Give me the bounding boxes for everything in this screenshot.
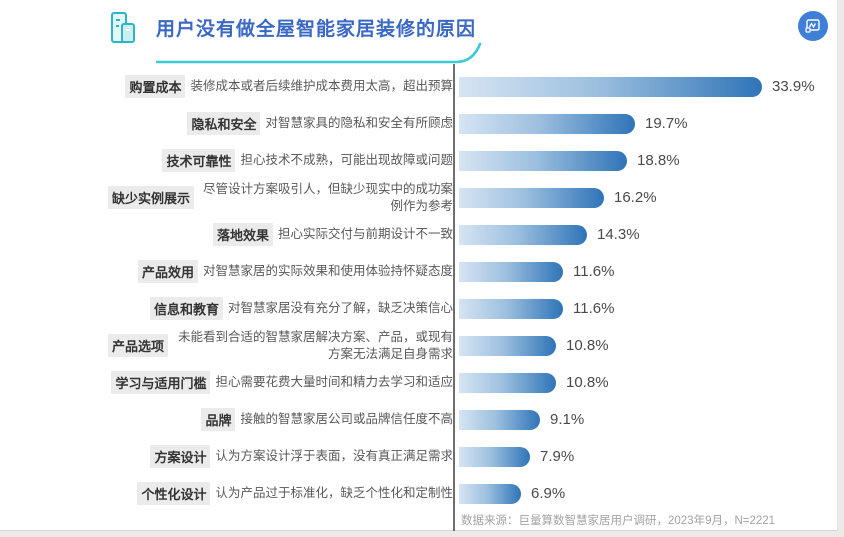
- category-label-cell: 方案设计 认为方案设计浮于表面，没有真正满足需求: [108, 445, 453, 468]
- bar-cell: 10.8%: [453, 335, 829, 356]
- value-label: 9.1%: [550, 411, 585, 428]
- bar-cell: 7.9%: [453, 446, 829, 467]
- value-label: 16.2%: [614, 189, 657, 206]
- bar-cell: 14.3%: [453, 224, 829, 245]
- bar[interactable]: [459, 372, 556, 393]
- category-name: 个性化设计: [137, 482, 211, 505]
- data-source-note: 数据来源：巨量算数智慧家居用户调研，2023年9月，N=2221: [461, 515, 776, 527]
- category-name: 技术可靠性: [162, 149, 236, 172]
- bar-cell: 9.1%: [453, 409, 829, 430]
- bar[interactable]: [459, 76, 762, 97]
- value-label: 11.6%: [573, 300, 615, 317]
- bar-row: 购置成本 装修成本或者后续维护成本费用太高，超出预算 33.9%: [108, 68, 829, 105]
- category-label-cell: 信息和教育 对智慧家居没有充分了解，缺乏决策信心: [108, 297, 453, 320]
- bar-row: 隐私和安全 对智慧家具的隐私和安全有所顾虑 19.7%: [108, 105, 829, 142]
- bar-row: 缺少实例展示 尽管设计方案吸引人，但缺少现实中的成功案例作为参考 16.2%: [108, 179, 829, 216]
- bar[interactable]: [459, 335, 556, 356]
- category-name: 购置成本: [125, 75, 186, 98]
- bar-row: 落地效果 担心实际交付与前期设计不一致 14.3%: [108, 216, 829, 253]
- bar-row: 信息和教育 对智慧家居没有充分了解，缺乏决策信心 11.6%: [108, 290, 829, 327]
- value-label: 14.3%: [597, 226, 640, 243]
- bar[interactable]: [459, 187, 604, 208]
- category-label-cell: 技术可靠性 担心技术不成熟，可能出现故障或问题: [108, 149, 453, 172]
- category-description: 未能看到合适的智慧家居解决方案、产品，或现有方案无法满足自身需求: [177, 330, 453, 361]
- category-name: 产品效用: [137, 260, 198, 283]
- page-title: 用户没有做全屋智能家居装修的原因: [156, 19, 477, 40]
- bar[interactable]: [459, 483, 521, 504]
- bar[interactable]: [459, 150, 627, 171]
- category-name: 产品选项: [108, 334, 169, 357]
- title-underline-swoosh: [156, 42, 482, 64]
- value-label: 7.9%: [540, 448, 575, 465]
- category-name: 缺少实例展示: [108, 186, 195, 209]
- bar-row: 产品选项 未能看到合适的智慧家居解决方案、产品，或现有方案无法满足自身需求 10…: [108, 327, 829, 364]
- bar-cell: 10.8%: [453, 372, 829, 393]
- category-description: 对智慧家居没有充分了解，缺乏决策信心: [227, 301, 453, 316]
- bar[interactable]: [459, 298, 563, 319]
- category-label-cell: 落地效果 担心实际交付与前期设计不一致: [108, 223, 453, 246]
- category-label-cell: 隐私和安全 对智慧家具的隐私和安全有所顾虑: [108, 112, 453, 135]
- category-label-cell: 学习与适用门槛 担心需要花费大量时间和精力去学习和适应: [108, 371, 453, 394]
- bar[interactable]: [459, 409, 540, 430]
- chart-axis-line: [453, 64, 455, 531]
- bar[interactable]: [459, 113, 635, 134]
- value-label: 10.8%: [566, 337, 609, 354]
- category-description: 担心需要花费大量时间和精力去学习和适应: [215, 375, 453, 390]
- bar-row: 产品效用 对智慧家居的实际效果和使用体验持怀疑态度 11.6%: [108, 253, 829, 290]
- value-label: 10.8%: [566, 374, 609, 391]
- category-name: 学习与适用门槛: [111, 371, 211, 394]
- category-name: 隐私和安全: [187, 112, 261, 135]
- bar[interactable]: [459, 446, 530, 467]
- bar-row: 品牌 接触的智慧家居公司或品牌信任度不高 9.1%: [108, 401, 829, 438]
- category-description: 尽管设计方案吸引人，但缺少现实中的成功案例作为参考: [202, 182, 453, 213]
- value-label: 33.9%: [772, 78, 815, 95]
- value-label: 19.7%: [645, 115, 688, 132]
- category-name: 信息和教育: [149, 297, 223, 320]
- category-label-cell: 缺少实例展示 尽管设计方案吸引人，但缺少现实中的成功案例作为参考: [108, 181, 453, 214]
- bar[interactable]: [459, 224, 587, 245]
- bar-cell: 18.8%: [453, 150, 829, 171]
- category-description: 对智慧家居的实际效果和使用体验持怀疑态度: [202, 264, 453, 279]
- value-label: 18.8%: [637, 152, 680, 169]
- category-label-cell: 产品效用 对智慧家居的实际效果和使用体验持怀疑态度: [108, 260, 453, 283]
- bar-cell: 11.6%: [453, 298, 829, 319]
- category-label-cell: 购置成本 装修成本或者后续维护成本费用太高，超出预算: [108, 75, 453, 98]
- bar-cell: 11.6%: [453, 261, 829, 282]
- category-name: 品牌: [201, 408, 236, 431]
- bar-chart: 购置成本 装修成本或者后续维护成本费用太高，超出预算 33.9% 隐私和安全 对…: [108, 68, 829, 512]
- value-label: 6.9%: [531, 485, 566, 502]
- bar-cell: 33.9%: [453, 76, 829, 97]
- bar-row: 个性化设计 认为产品过于标准化，缺乏个性化和定制性 6.9%: [108, 475, 829, 512]
- chart-header: 用户没有做全屋智能家居装修的原因: [108, 10, 486, 66]
- bar-rows: 购置成本 装修成本或者后续维护成本费用太高，超出预算 33.9% 隐私和安全 对…: [108, 68, 829, 512]
- category-label-cell: 个性化设计 认为产品过于标准化，缺乏个性化和定制性: [108, 482, 453, 505]
- buildings-icon: [111, 12, 135, 43]
- category-description: 担心实际交付与前期设计不一致: [277, 227, 453, 242]
- juliang-suanshu-logo-icon[interactable]: [798, 11, 828, 41]
- category-name: 方案设计: [150, 445, 211, 468]
- category-label-cell: 品牌 接触的智慧家居公司或品牌信任度不高: [108, 408, 453, 431]
- bar-row: 学习与适用门槛 担心需要花费大量时间和精力去学习和适应 10.8%: [108, 364, 829, 401]
- category-description: 接触的智慧家居公司或品牌信任度不高: [240, 412, 453, 427]
- category-name: 落地效果: [212, 223, 273, 246]
- category-description: 认为产品过于标准化，缺乏个性化和定制性: [215, 486, 453, 501]
- category-description: 对智慧家具的隐私和安全有所顾虑: [265, 116, 453, 131]
- bar-row: 技术可靠性 担心技术不成熟，可能出现故障或问题 18.8%: [108, 142, 829, 179]
- bar-row: 方案设计 认为方案设计浮于表面，没有真正满足需求 7.9%: [108, 438, 829, 475]
- category-label-cell: 产品选项 未能看到合适的智慧家居解决方案、产品，或现有方案无法满足自身需求: [108, 329, 453, 362]
- value-label: 11.6%: [573, 263, 615, 280]
- bar-cell: 6.9%: [453, 483, 829, 504]
- category-description: 认为方案设计浮于表面，没有真正满足需求: [215, 449, 453, 464]
- category-description: 担心技术不成熟，可能出现故障或问题: [240, 153, 453, 168]
- bar-cell: 16.2%: [453, 187, 829, 208]
- bar-cell: 19.7%: [453, 113, 829, 134]
- category-description: 装修成本或者后续维护成本费用太高，超出预算: [190, 79, 453, 94]
- bar[interactable]: [459, 261, 563, 282]
